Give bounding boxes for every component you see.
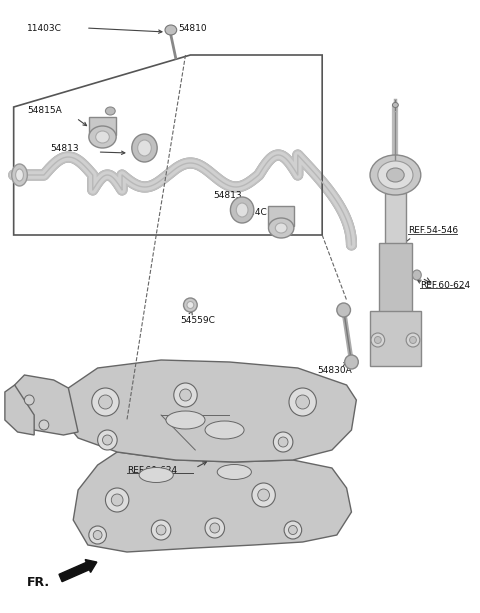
- Ellipse shape: [180, 389, 192, 401]
- Ellipse shape: [98, 395, 112, 409]
- Polygon shape: [5, 385, 34, 435]
- Ellipse shape: [24, 395, 34, 405]
- FancyArrow shape: [59, 560, 97, 582]
- Ellipse shape: [183, 298, 197, 312]
- Ellipse shape: [39, 420, 49, 430]
- Ellipse shape: [132, 134, 157, 162]
- Ellipse shape: [12, 164, 27, 186]
- Ellipse shape: [378, 161, 413, 189]
- Ellipse shape: [393, 102, 398, 107]
- FancyBboxPatch shape: [384, 193, 406, 245]
- Ellipse shape: [236, 203, 248, 217]
- Ellipse shape: [139, 468, 173, 482]
- Ellipse shape: [92, 388, 119, 416]
- Polygon shape: [15, 375, 78, 435]
- Ellipse shape: [276, 223, 287, 233]
- Ellipse shape: [374, 337, 381, 343]
- Ellipse shape: [103, 435, 112, 445]
- Text: 54559C: 54559C: [180, 316, 216, 324]
- FancyBboxPatch shape: [89, 117, 116, 135]
- Text: 54814C: 54814C: [232, 207, 267, 216]
- Ellipse shape: [166, 411, 205, 429]
- Ellipse shape: [174, 383, 197, 407]
- Text: REF.54-546: REF.54-546: [408, 226, 458, 235]
- Ellipse shape: [156, 525, 166, 535]
- Ellipse shape: [337, 303, 350, 317]
- Ellipse shape: [165, 25, 177, 35]
- Ellipse shape: [412, 270, 421, 280]
- Polygon shape: [63, 360, 356, 462]
- Ellipse shape: [187, 302, 194, 308]
- Ellipse shape: [409, 337, 416, 343]
- Ellipse shape: [89, 126, 116, 148]
- Ellipse shape: [93, 530, 102, 539]
- FancyBboxPatch shape: [379, 243, 412, 313]
- Ellipse shape: [96, 131, 109, 143]
- Ellipse shape: [151, 520, 171, 540]
- Ellipse shape: [371, 333, 384, 347]
- Ellipse shape: [274, 432, 293, 452]
- Ellipse shape: [97, 430, 117, 450]
- Text: FR.: FR.: [27, 576, 50, 588]
- Ellipse shape: [345, 355, 358, 369]
- Ellipse shape: [16, 169, 24, 181]
- Ellipse shape: [268, 218, 294, 238]
- Ellipse shape: [252, 483, 276, 507]
- Ellipse shape: [406, 333, 420, 347]
- Text: 11403C: 11403C: [27, 23, 62, 32]
- Ellipse shape: [89, 526, 107, 544]
- Ellipse shape: [230, 197, 254, 223]
- Ellipse shape: [205, 421, 244, 439]
- Text: 54813: 54813: [213, 191, 241, 199]
- Ellipse shape: [370, 155, 421, 195]
- Ellipse shape: [288, 525, 297, 535]
- Ellipse shape: [210, 523, 220, 533]
- Polygon shape: [73, 452, 351, 552]
- Ellipse shape: [289, 388, 316, 416]
- Text: 54830A: 54830A: [317, 365, 352, 375]
- FancyBboxPatch shape: [268, 206, 294, 226]
- Ellipse shape: [138, 140, 151, 156]
- Ellipse shape: [106, 488, 129, 512]
- Ellipse shape: [205, 518, 225, 538]
- Text: REF.60-624: REF.60-624: [420, 281, 470, 289]
- Ellipse shape: [296, 395, 310, 409]
- Ellipse shape: [111, 494, 123, 506]
- Ellipse shape: [278, 437, 288, 447]
- FancyBboxPatch shape: [370, 311, 421, 366]
- Text: 54810: 54810: [179, 23, 207, 32]
- Ellipse shape: [284, 521, 301, 539]
- Text: 54815A: 54815A: [27, 105, 62, 115]
- Ellipse shape: [386, 168, 404, 182]
- Ellipse shape: [106, 107, 115, 115]
- Text: REF.60-624: REF.60-624: [127, 465, 177, 474]
- Ellipse shape: [217, 465, 252, 479]
- Text: 54813: 54813: [51, 143, 79, 153]
- Ellipse shape: [258, 489, 269, 501]
